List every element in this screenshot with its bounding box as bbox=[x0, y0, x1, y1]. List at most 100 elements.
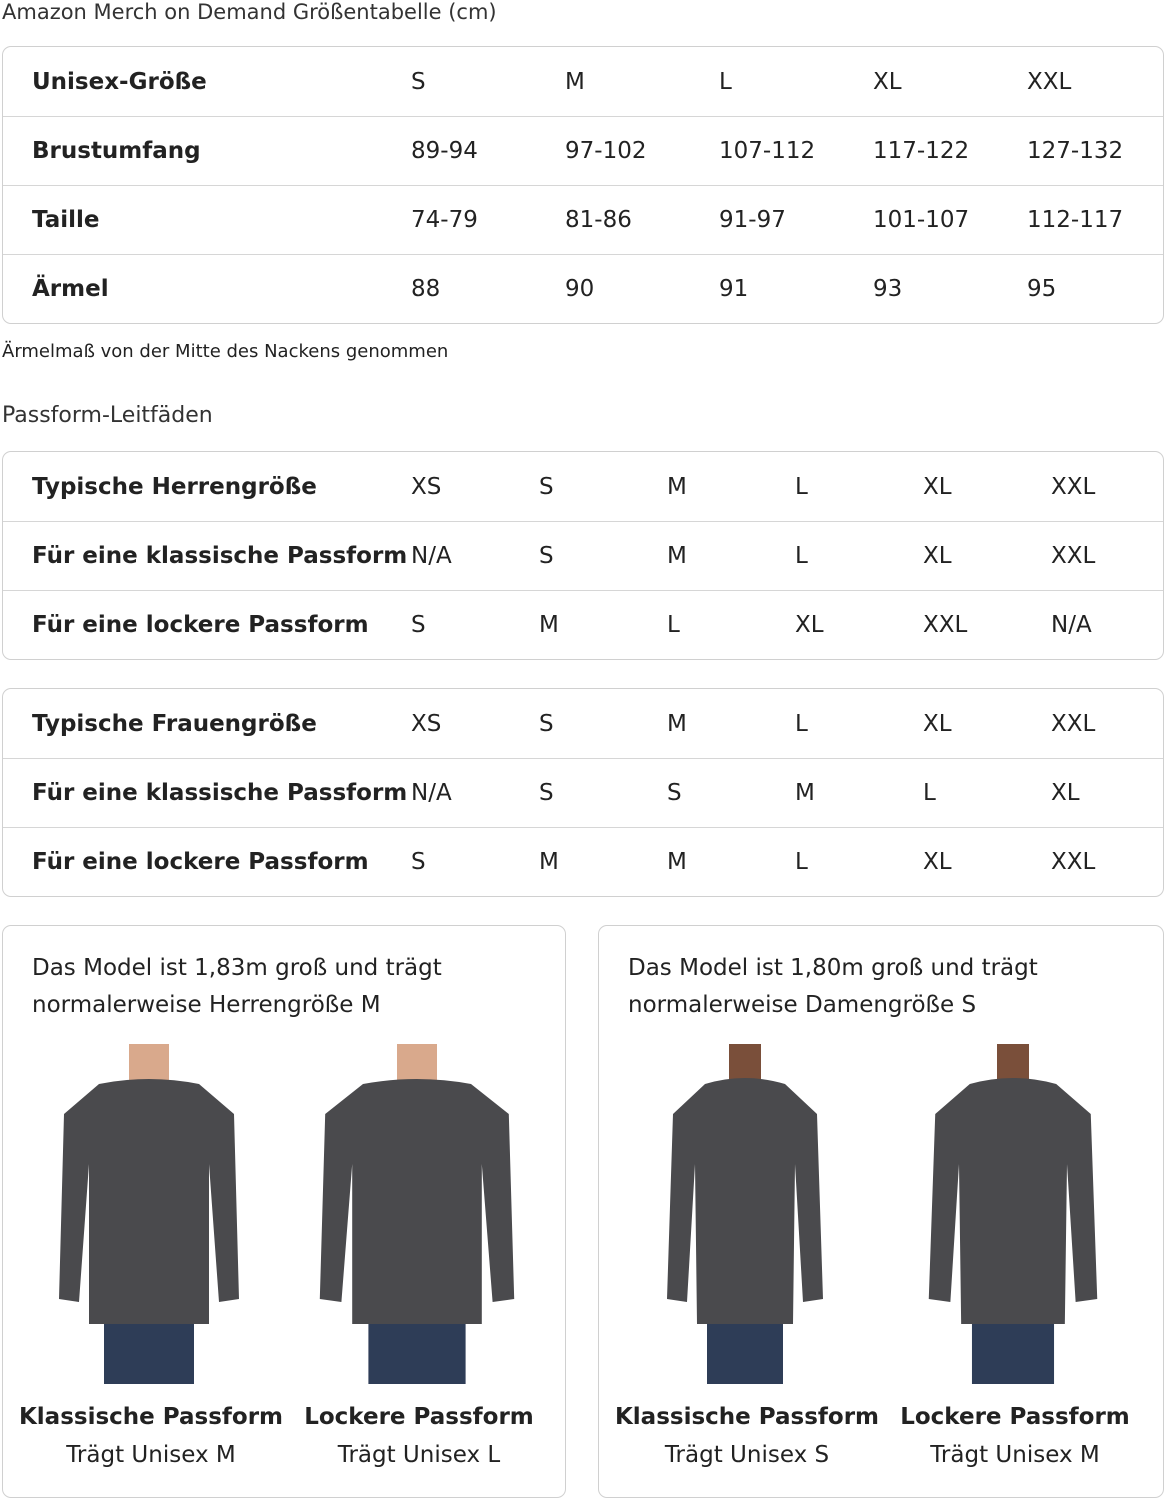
table-row: Für eine lockere Passform S M L XL XXL N/A bbox=[3, 590, 1163, 659]
fit-title: Klassische Passform bbox=[18, 1404, 284, 1430]
table-cell: XL bbox=[923, 710, 952, 737]
table-cell: XXL bbox=[1051, 543, 1096, 569]
table-cell: 117-122 bbox=[873, 138, 970, 164]
model-description: Das Model ist 1,80m groß und trägt normal… bbox=[628, 950, 1038, 1024]
table-cell: L bbox=[795, 710, 808, 737]
table-cell: M bbox=[667, 543, 687, 569]
table-cell: S bbox=[411, 68, 426, 95]
table-cell: L bbox=[795, 849, 808, 875]
table-cell: 107-112 bbox=[719, 138, 816, 164]
model-photo bbox=[317, 1044, 517, 1384]
table-cell: XL bbox=[1051, 780, 1080, 806]
table-cell: 91-97 bbox=[719, 207, 786, 233]
table-cell: N/A bbox=[1051, 612, 1092, 638]
table-cell: 95 bbox=[1027, 276, 1057, 302]
table-cell: 112-117 bbox=[1027, 207, 1124, 233]
table-row: Unisex-Größe S M L XL XXL bbox=[3, 47, 1163, 116]
fit-caption-title: Lockere Passform bbox=[880, 1404, 1150, 1430]
table-cell: XXL bbox=[1051, 710, 1096, 737]
fit-caption-size: Trägt Unisex M bbox=[930, 1442, 1100, 1468]
row-label: Ärmel bbox=[32, 276, 109, 302]
table-row: Typische Herrengröße XS S M L XL XXL bbox=[3, 452, 1163, 521]
table-cell: M bbox=[795, 780, 815, 806]
row-label: Typische Frauengröße bbox=[32, 710, 317, 737]
fit-caption-size: Trägt Unisex L bbox=[337, 1442, 501, 1468]
table-cell: N/A bbox=[411, 780, 452, 806]
table-cell: L bbox=[795, 473, 808, 500]
table-cell: N/A bbox=[411, 543, 452, 569]
table-cell: 101-107 bbox=[873, 207, 970, 233]
unisex-size-table: Unisex-Größe S M L XL XXL Brustumfang 89-94 97-1… bbox=[2, 46, 1164, 324]
model-photo bbox=[913, 1044, 1113, 1384]
table-cell: 89-94 bbox=[411, 138, 478, 164]
model-description-line: normalerweise Herrengröße M bbox=[32, 992, 381, 1018]
table-cell: S bbox=[539, 710, 554, 737]
table-cell: M bbox=[565, 68, 585, 95]
row-label: Typische Herrengröße bbox=[32, 473, 317, 500]
table-row: Ärmel 88 90 91 93 95 bbox=[3, 254, 1163, 323]
row-label: Brustumfang bbox=[32, 138, 201, 164]
table-cell: XS bbox=[411, 473, 442, 500]
row-label: Für eine lockere Passform bbox=[32, 612, 369, 638]
men-fit-table: Typische Herrengröße XS S M L XL XXL Für eine k… bbox=[2, 451, 1164, 660]
table-cell: XL bbox=[795, 612, 824, 638]
table-cell: S bbox=[539, 543, 554, 569]
model-description: Das Model ist 1,83m groß und trägt normal… bbox=[32, 950, 442, 1024]
table-row: Für eine klassische Passform N/A S M L XL XXL bbox=[3, 521, 1163, 590]
table-cell: XXL bbox=[1027, 68, 1072, 95]
table-cell: XL bbox=[923, 849, 952, 875]
table-cell: M bbox=[667, 849, 687, 875]
model-description-line: Das Model ist 1,80m groß und trägt bbox=[628, 955, 1038, 981]
table-cell: S bbox=[411, 612, 426, 638]
fit-caption-title: Lockere Passform bbox=[284, 1404, 554, 1430]
table-cell: L bbox=[923, 780, 936, 806]
row-label: Für eine lockere Passform bbox=[32, 849, 369, 875]
table-row: Brustumfang 89-94 97-102 107-112 117-122 127-… bbox=[3, 116, 1163, 185]
fit-caption-size: Trägt Unisex S bbox=[664, 1442, 830, 1468]
table-cell: 81-86 bbox=[565, 207, 632, 233]
table-cell: S bbox=[667, 780, 682, 806]
chart-title: Amazon Merch on Demand Größentabelle (cm… bbox=[2, 0, 497, 24]
table-cell: XXL bbox=[1051, 473, 1096, 500]
table-cell: M bbox=[667, 710, 687, 737]
table-cell: S bbox=[539, 780, 554, 806]
table-cell: M bbox=[539, 849, 559, 875]
table-row: Für eine klassische Passform N/A S S M L XL bbox=[3, 758, 1163, 827]
table-cell: XL bbox=[873, 68, 902, 95]
model-description-line: Das Model ist 1,83m groß und trägt bbox=[32, 955, 442, 981]
women-fit-table: Typische Frauengröße XS S M L XL XXL Für eine k… bbox=[2, 688, 1164, 897]
table-cell: L bbox=[719, 68, 732, 95]
table-cell: 74-79 bbox=[411, 207, 478, 233]
fit-caption-title: Klassische Passform bbox=[612, 1404, 882, 1430]
row-label: Taille bbox=[32, 207, 100, 233]
sleeve-note: Ärmelmaß von der Mitte des Nackens genom… bbox=[2, 341, 449, 362]
row-label: Für eine klassische Passform bbox=[32, 543, 408, 569]
table-cell: M bbox=[539, 612, 559, 638]
table-cell: M bbox=[667, 473, 687, 500]
table-row: Typische Frauengröße XS S M L XL XXL bbox=[3, 689, 1163, 758]
table-cell: L bbox=[795, 543, 808, 569]
model-description-line: normalerweise Damengröße S bbox=[628, 992, 977, 1018]
model-photo bbox=[49, 1044, 249, 1384]
table-cell: 93 bbox=[873, 276, 903, 302]
table-cell: XXL bbox=[1051, 849, 1096, 875]
table-cell: 90 bbox=[565, 276, 595, 302]
table-cell: 91 bbox=[719, 276, 749, 302]
table-cell: XL bbox=[923, 543, 952, 569]
table-cell: XL bbox=[923, 473, 952, 500]
table-cell: 127-132 bbox=[1027, 138, 1124, 164]
fit-guide-heading: Passform-Leitfäden bbox=[2, 403, 213, 428]
fit-caption-title: Klassische Passform bbox=[16, 1404, 286, 1430]
men-model-panel: Das Model ist 1,83m groß und trägt normal… bbox=[2, 925, 566, 1498]
table-cell: 97-102 bbox=[565, 138, 647, 164]
table-cell: L bbox=[667, 612, 680, 638]
fit-title: Klassische Passform bbox=[614, 1404, 880, 1430]
table-row: Taille 74-79 81-86 91-97 101-107 112-117 bbox=[3, 185, 1163, 254]
fit-caption-size: Trägt Unisex M bbox=[66, 1442, 236, 1468]
fit-title: Lockere Passform bbox=[304, 1404, 534, 1430]
table-cell: S bbox=[539, 473, 554, 500]
table-row: Für eine lockere Passform S M M L XL XXL bbox=[3, 827, 1163, 896]
row-label: Unisex-Größe bbox=[32, 68, 207, 95]
table-cell: XS bbox=[411, 710, 442, 737]
model-photo bbox=[645, 1044, 845, 1384]
